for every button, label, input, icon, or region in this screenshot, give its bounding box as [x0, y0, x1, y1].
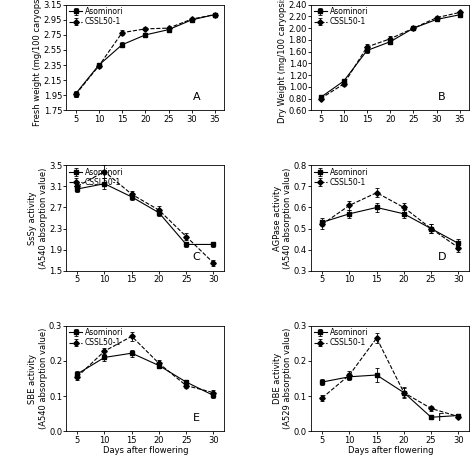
Legend: Asominori, CSSL50-1: Asominori, CSSL50-1 [313, 167, 369, 187]
Legend: Asominori, CSSL50-1: Asominori, CSSL50-1 [313, 6, 369, 27]
Text: E: E [193, 413, 200, 423]
Legend: Asominori, CSSL50-1: Asominori, CSSL50-1 [68, 6, 124, 27]
Y-axis label: AGPase activity
(A540 absorption value): AGPase activity (A540 absorption value) [273, 167, 292, 269]
Text: F: F [438, 413, 444, 423]
Text: B: B [438, 92, 445, 102]
Text: D: D [438, 252, 446, 263]
Legend: Asominori, CSSL50-1: Asominori, CSSL50-1 [313, 327, 369, 348]
Y-axis label: SsSy activity
(A540 absorption value): SsSy activity (A540 absorption value) [28, 167, 47, 269]
Y-axis label: Fresh weight (mg/100 caryopsis): Fresh weight (mg/100 caryopsis) [33, 0, 42, 126]
Text: A: A [193, 92, 201, 102]
Legend: Asominori, CSSL50-1: Asominori, CSSL50-1 [68, 167, 124, 187]
X-axis label: Days after flowering: Days after flowering [347, 446, 433, 455]
Y-axis label: SBE activity
(A540 absorption value): SBE activity (A540 absorption value) [28, 328, 47, 429]
Y-axis label: Dry Weight (mg/100 caryopsis): Dry Weight (mg/100 caryopsis) [278, 0, 287, 123]
X-axis label: Days after flowering: Days after flowering [102, 446, 188, 455]
Y-axis label: DBE activity
(A529 absorption value): DBE activity (A529 absorption value) [273, 328, 292, 429]
Legend: Asominori, CSSL50-1: Asominori, CSSL50-1 [68, 327, 124, 348]
Text: C: C [193, 252, 201, 263]
